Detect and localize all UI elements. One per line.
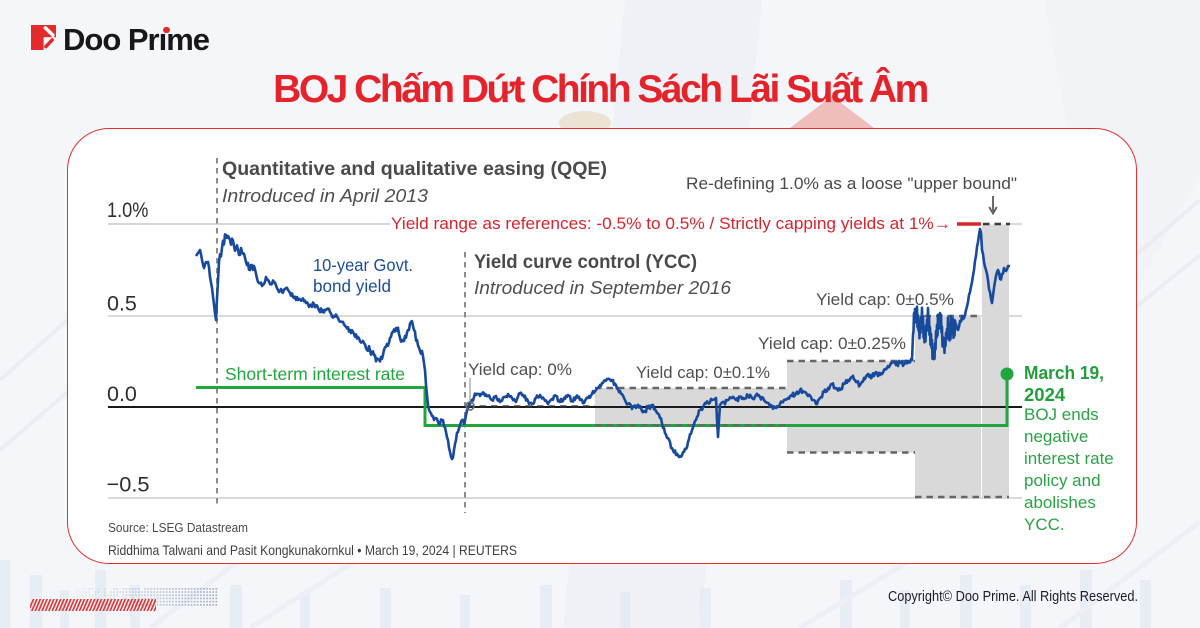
svg-text:Yield range as references: -0.: Yield range as references: -0.5% to 0.5%… [391,215,951,233]
svg-text:Riddhima Talwani and Pasit Kon: Riddhima Talwani and Pasit Kongkunakornk… [108,542,517,558]
svg-text:2024: 2024 [1024,384,1066,405]
svg-text:YCC.: YCC. [1024,515,1065,534]
svg-text:Yield cap: 0±0.25%: Yield cap: 0±0.25% [758,334,906,353]
svg-text:Introduced in September 2016: Introduced in September 2016 [474,278,732,298]
svg-text:10-year Govt.: 10-year Govt. [313,255,413,275]
svg-text:Source: LSEG Datastream: Source: LSEG Datastream [108,520,248,535]
svg-text:interest rate: interest rate [1024,449,1114,468]
svg-text:0.0: 0.0 [107,382,137,406]
svg-text:Short-term interest rate: Short-term interest rate [225,364,405,384]
svg-text:abolishes: abolishes [1024,493,1096,512]
svg-text:policy and: policy and [1024,471,1101,490]
svg-text:Yield curve control (YCC): Yield curve control (YCC) [474,252,697,273]
svg-text:March 19,: March 19, [1024,362,1104,383]
svg-text:negative: negative [1024,427,1088,446]
svg-text:Yield cap: 0%: Yield cap: 0% [468,360,572,379]
svg-text:1.0%: 1.0% [107,198,149,222]
svg-text:Re-defining 1.0% as a loose "u: Re-defining 1.0% as a loose "upper bound… [686,174,1017,193]
svg-text:Yield cap: 0±0.1%: Yield cap: 0±0.1% [636,363,770,382]
svg-text:bond yield: bond yield [313,276,391,296]
svg-text:0.5: 0.5 [107,292,137,316]
svg-text:BOJ ends: BOJ ends [1024,405,1099,424]
svg-text:Introduced in April 2013: Introduced in April 2013 [222,186,428,206]
svg-text:Quantitative and qualitative e: Quantitative and qualitative easing (QQE… [222,159,607,180]
svg-text:−0.5: −0.5 [107,473,150,497]
svg-text:Copyright© Doo Prime. All Righ: Copyright© Doo Prime. All Rights Reserve… [888,588,1138,605]
svg-text:Yield cap: 0±0.5%: Yield cap: 0±0.5% [816,290,954,309]
